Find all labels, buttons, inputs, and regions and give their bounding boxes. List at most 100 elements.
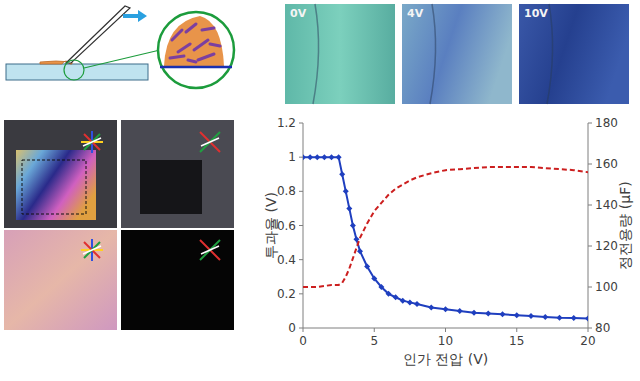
y-tick xyxy=(299,191,303,192)
photo-label: 10V xyxy=(524,7,548,20)
polarizer-axis xyxy=(83,138,101,146)
chart: 00.20.40.60.811.280100120140160180051015… xyxy=(240,112,640,381)
polarizer-axis xyxy=(201,138,219,146)
y-tick xyxy=(299,293,303,294)
y2-tick-label: 160 xyxy=(595,157,618,171)
x-tick xyxy=(516,328,517,332)
series-marker xyxy=(457,308,463,314)
y2-tick-label: 140 xyxy=(595,198,618,212)
zoom-circle xyxy=(158,12,234,88)
series-marker xyxy=(585,316,588,322)
y2-tick xyxy=(588,287,592,288)
photos: 0V 4V 10V xyxy=(285,4,629,104)
polarizer-axis xyxy=(200,240,220,260)
series-marker xyxy=(303,154,306,160)
series-marker xyxy=(428,305,434,311)
crack xyxy=(547,4,553,104)
x-tick-label: 15 xyxy=(509,334,524,348)
lc-molecule xyxy=(170,56,184,58)
photo-label: 4V xyxy=(407,7,424,20)
zoom-marker xyxy=(64,60,84,80)
x-tick-label: 5 xyxy=(370,334,378,348)
series-marker xyxy=(307,154,313,160)
lc-molecule xyxy=(194,40,208,50)
x-tick-label: 0 xyxy=(299,334,307,348)
series-marker xyxy=(393,294,399,300)
y-tick-label: 0.2 xyxy=(277,287,296,301)
series-marker xyxy=(346,205,352,211)
y2-tick-label: 100 xyxy=(595,280,618,294)
lc-molecule xyxy=(202,28,214,30)
series-marker xyxy=(364,264,370,270)
x-tick xyxy=(445,328,446,332)
y2-tick-label: 120 xyxy=(595,239,618,253)
y-tick xyxy=(299,157,303,158)
series-line xyxy=(303,167,588,287)
y-tick-label: 0.8 xyxy=(277,184,296,198)
series-marker xyxy=(485,310,491,316)
series-marker xyxy=(314,154,320,160)
micrograph-region xyxy=(140,160,202,214)
lc-molecule xyxy=(178,44,190,52)
x-axis-label: 인가 전압 (V) xyxy=(403,351,488,367)
series-marker xyxy=(371,275,377,281)
lc-molecule xyxy=(198,54,214,60)
polarizer-axis xyxy=(200,132,220,152)
polarizer-axis xyxy=(84,134,100,150)
y-tick xyxy=(299,123,303,124)
series-line xyxy=(303,157,588,318)
photo-label: 0V xyxy=(290,7,307,20)
series-marker xyxy=(386,291,392,297)
y-tick-label: 1.2 xyxy=(277,116,296,130)
micrograph-region xyxy=(16,150,96,220)
polarizer-axis xyxy=(201,246,219,254)
substrate xyxy=(6,64,148,80)
series-marker xyxy=(407,299,413,305)
polarizer-axis xyxy=(84,134,100,150)
series-marker xyxy=(471,310,477,316)
lc-molecule xyxy=(210,44,220,46)
lc-molecule xyxy=(188,60,196,62)
series-marker xyxy=(500,311,506,317)
substrate-line xyxy=(160,66,232,69)
photo xyxy=(519,4,629,104)
series-marker xyxy=(378,284,384,290)
lc-molecule xyxy=(186,24,196,32)
y-axis-label: 투과율 (V) xyxy=(263,192,279,259)
series-marker xyxy=(350,223,356,229)
series-marker xyxy=(542,314,548,320)
chart-background xyxy=(240,112,640,381)
schematic xyxy=(6,6,234,88)
y2-tick xyxy=(588,164,592,165)
polarizer-axis xyxy=(84,242,100,258)
y-tick xyxy=(299,259,303,260)
crack xyxy=(313,4,319,104)
blade xyxy=(66,6,130,63)
x-tick-label: 20 xyxy=(580,334,595,348)
y-tick xyxy=(299,225,303,226)
series-marker xyxy=(557,315,563,321)
photo xyxy=(402,4,512,104)
crack xyxy=(430,4,436,104)
y-tick xyxy=(299,328,303,329)
figure: 0V4V10V00.20.40.60.811.28010012014016018… xyxy=(0,0,640,381)
polarizer-axis xyxy=(83,246,101,254)
series-marker xyxy=(336,154,342,160)
series-marker xyxy=(528,313,534,319)
series-marker xyxy=(414,301,420,307)
series-marker xyxy=(343,188,349,194)
y2-tick xyxy=(588,205,592,206)
plot-area xyxy=(303,154,588,321)
polarizer-axis xyxy=(200,132,220,152)
series-marker xyxy=(514,312,520,318)
series-marker xyxy=(321,154,327,160)
lc-molecule xyxy=(172,30,182,40)
series-marker xyxy=(443,306,449,312)
selection-box xyxy=(22,160,86,214)
series-marker xyxy=(329,154,335,160)
series-marker xyxy=(339,171,345,177)
x-tick xyxy=(303,328,304,332)
micrograph xyxy=(121,120,234,228)
micrographs xyxy=(4,120,234,330)
x-tick xyxy=(374,328,375,332)
